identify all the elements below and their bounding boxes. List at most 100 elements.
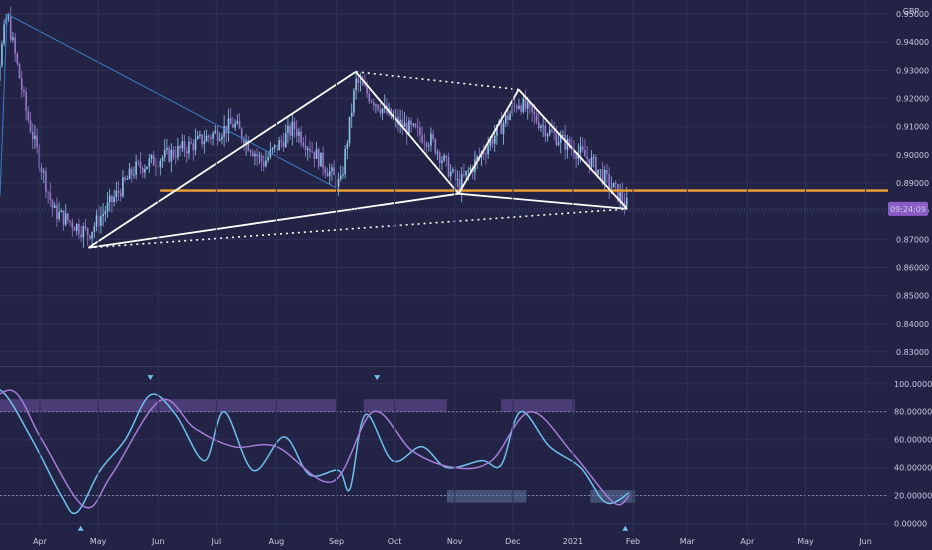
candle-body[interactable] — [276, 144, 278, 151]
candle-body[interactable] — [399, 119, 401, 126]
candle-body[interactable] — [579, 146, 582, 153]
pattern-line[interactable] — [88, 192, 459, 249]
candle-body[interactable] — [590, 157, 593, 167]
candle-body[interactable] — [12, 37, 14, 40]
candle-body[interactable] — [199, 134, 201, 137]
candle-body[interactable] — [465, 170, 467, 176]
candle-body[interactable] — [359, 82, 362, 84]
candle-body[interactable] — [29, 120, 32, 132]
candle-body[interactable] — [315, 149, 318, 159]
candle-body[interactable] — [304, 145, 307, 150]
candle-body[interactable] — [518, 105, 520, 109]
candle-body[interactable] — [364, 85, 366, 87]
candle-body[interactable] — [40, 167, 43, 173]
candle-body[interactable] — [339, 175, 342, 180]
candle-body[interactable] — [51, 200, 54, 208]
candle-body[interactable] — [284, 132, 287, 148]
candle-body[interactable] — [529, 102, 531, 106]
candle-body[interactable] — [122, 177, 124, 197]
candle-body[interactable] — [168, 147, 170, 162]
candle-body[interactable] — [557, 142, 560, 145]
candle-body[interactable] — [313, 151, 316, 159]
candle-body[interactable] — [491, 139, 494, 144]
candle-body[interactable] — [493, 135, 496, 144]
candle-body[interactable] — [419, 127, 421, 136]
candle-body[interactable] — [251, 152, 254, 157]
candle-body[interactable] — [524, 98, 527, 109]
candle-body[interactable] — [82, 226, 85, 238]
candle-body[interactable] — [16, 53, 19, 64]
candle-body[interactable] — [62, 210, 65, 225]
candle-body[interactable] — [97, 215, 100, 226]
candle-body[interactable] — [311, 151, 313, 153]
candle-body[interactable] — [623, 202, 626, 207]
candle-body[interactable] — [155, 165, 157, 167]
candle-body[interactable] — [124, 177, 126, 180]
candle-body[interactable] — [91, 231, 93, 239]
candle-body[interactable] — [212, 133, 214, 139]
pattern-line[interactable] — [355, 71, 460, 195]
candle-body[interactable] — [267, 157, 269, 161]
candle-body[interactable] — [401, 119, 404, 127]
candle-body[interactable] — [126, 179, 129, 180]
candle-body[interactable] — [135, 161, 137, 175]
candle-body[interactable] — [357, 78, 360, 84]
candle-body[interactable] — [218, 139, 221, 141]
candle-body[interactable] — [227, 118, 230, 134]
candle-body[interactable] — [23, 90, 25, 93]
candle-body[interactable] — [210, 137, 212, 139]
candle-body[interactable] — [540, 126, 542, 129]
candle-body[interactable] — [502, 123, 505, 134]
candle-body[interactable] — [179, 145, 181, 149]
candle-body[interactable] — [441, 160, 443, 163]
candle-body[interactable] — [597, 169, 599, 175]
candle-body[interactable] — [133, 174, 135, 176]
candle-body[interactable] — [73, 227, 76, 231]
pattern-line[interactable] — [458, 192, 628, 210]
candle-body[interactable] — [553, 131, 555, 134]
candle-body[interactable] — [170, 149, 173, 162]
candle-body[interactable] — [89, 235, 91, 239]
candle-body[interactable] — [606, 169, 608, 174]
candle-body[interactable] — [482, 152, 485, 154]
candle-body[interactable] — [69, 220, 71, 223]
price-panel[interactable]: 0.95000 0.94000 0.93000 0.92000 0.91000 0.900… — [0, 6, 929, 357]
candle-body[interactable] — [377, 104, 379, 110]
candle-body[interactable] — [447, 157, 450, 177]
candle-body[interactable] — [531, 105, 533, 112]
osc-slow-line[interactable] — [0, 389, 630, 509]
candle-body[interactable] — [42, 171, 45, 173]
candle-body[interactable] — [328, 171, 331, 177]
candle-body[interactable] — [317, 149, 320, 167]
price-label-badge[interactable] — [888, 201, 928, 216]
candle-body[interactable] — [67, 213, 69, 221]
candle-body[interactable] — [207, 135, 210, 138]
candle-body[interactable] — [148, 158, 151, 167]
candle-body[interactable] — [353, 90, 355, 113]
candle-body[interactable] — [469, 167, 472, 171]
candle-body[interactable] — [559, 135, 562, 143]
candle-body[interactable] — [601, 169, 604, 184]
candle-body[interactable] — [361, 82, 364, 86]
oscillator-panel[interactable]: 100.00000 80.00000 60.00000 40.00000 20.0000… — [0, 375, 932, 531]
candle-body[interactable] — [183, 141, 186, 151]
candle-body[interactable] — [163, 149, 166, 158]
candle-body[interactable] — [234, 123, 236, 128]
candle-body[interactable] — [535, 113, 538, 122]
candle-body[interactable] — [161, 157, 164, 161]
candle-body[interactable] — [58, 212, 60, 220]
candle-body[interactable] — [84, 226, 87, 229]
candle-body[interactable] — [20, 78, 23, 91]
candle-body[interactable] — [249, 150, 252, 153]
candle-body[interactable] — [203, 141, 206, 145]
candle-body[interactable] — [511, 105, 514, 114]
candle-body[interactable] — [599, 169, 602, 171]
candle-body[interactable] — [436, 152, 439, 154]
candle-body[interactable] — [520, 105, 522, 112]
candle-body[interactable] — [546, 134, 549, 137]
candle-body[interactable] — [128, 168, 131, 180]
candle-body[interactable] — [555, 133, 558, 145]
candle-body[interactable] — [188, 142, 190, 154]
candle-body[interactable] — [245, 140, 247, 146]
candle-body[interactable] — [80, 234, 82, 238]
